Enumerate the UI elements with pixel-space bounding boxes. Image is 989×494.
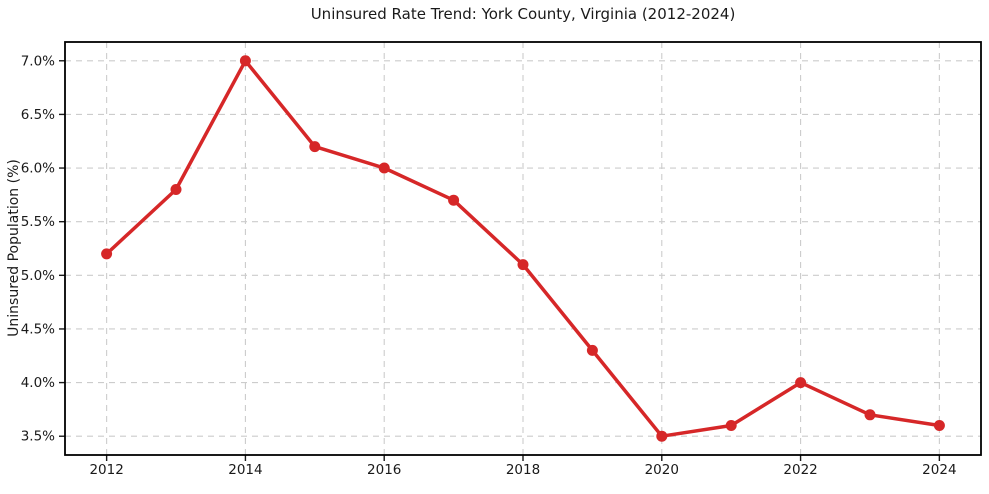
data-point-marker	[101, 248, 113, 260]
grid-layer	[65, 42, 981, 455]
plot-border	[64, 41, 982, 456]
x-tick-label: 2022	[783, 462, 817, 478]
data-point-marker	[586, 344, 598, 356]
x-tick-label: 2018	[506, 462, 540, 478]
series-layer	[101, 55, 945, 442]
data-point-marker	[725, 420, 737, 431]
data-point-marker	[933, 420, 945, 431]
y-tick-label: 3.5%	[21, 429, 55, 445]
x-tick-label: 2024	[922, 462, 956, 478]
y-tick-label: 4.0%	[21, 375, 55, 391]
y-tick-label: 7.0%	[21, 53, 55, 69]
y-tick-label: 4.5%	[21, 321, 55, 337]
axis-layer: 3.5% 4.0% 4.5% 5.0% 5.5% 6.0% 6.5% 7.0% 2012 2014…	[21, 53, 957, 478]
trend-line	[104, 59, 942, 438]
y-tick-label: 6.0%	[21, 161, 55, 177]
data-point-marker	[795, 377, 807, 389]
data-point-marker	[448, 194, 460, 206]
data-point-marker	[239, 55, 251, 67]
data-point-marker	[378, 162, 390, 174]
y-tick-label: 5.5%	[21, 214, 55, 230]
x-tick-label: 2016	[367, 462, 401, 478]
data-point-marker	[864, 409, 876, 421]
y-tick-label: 5.0%	[21, 268, 55, 284]
y-tick-label: 6.5%	[21, 107, 55, 123]
data-point-marker	[517, 259, 529, 271]
x-tick-label: 2012	[89, 462, 123, 478]
data-point-marker	[656, 430, 668, 442]
chart-title: Uninsured Rate Trend: York County, Virgi…	[311, 5, 736, 23]
data-point-marker	[170, 184, 182, 195]
y-axis-label: Uninsured Population (%)	[6, 159, 22, 337]
x-tick-label: 2020	[645, 462, 679, 478]
x-tick-label: 2014	[228, 462, 262, 478]
data-point-marker	[309, 141, 321, 153]
